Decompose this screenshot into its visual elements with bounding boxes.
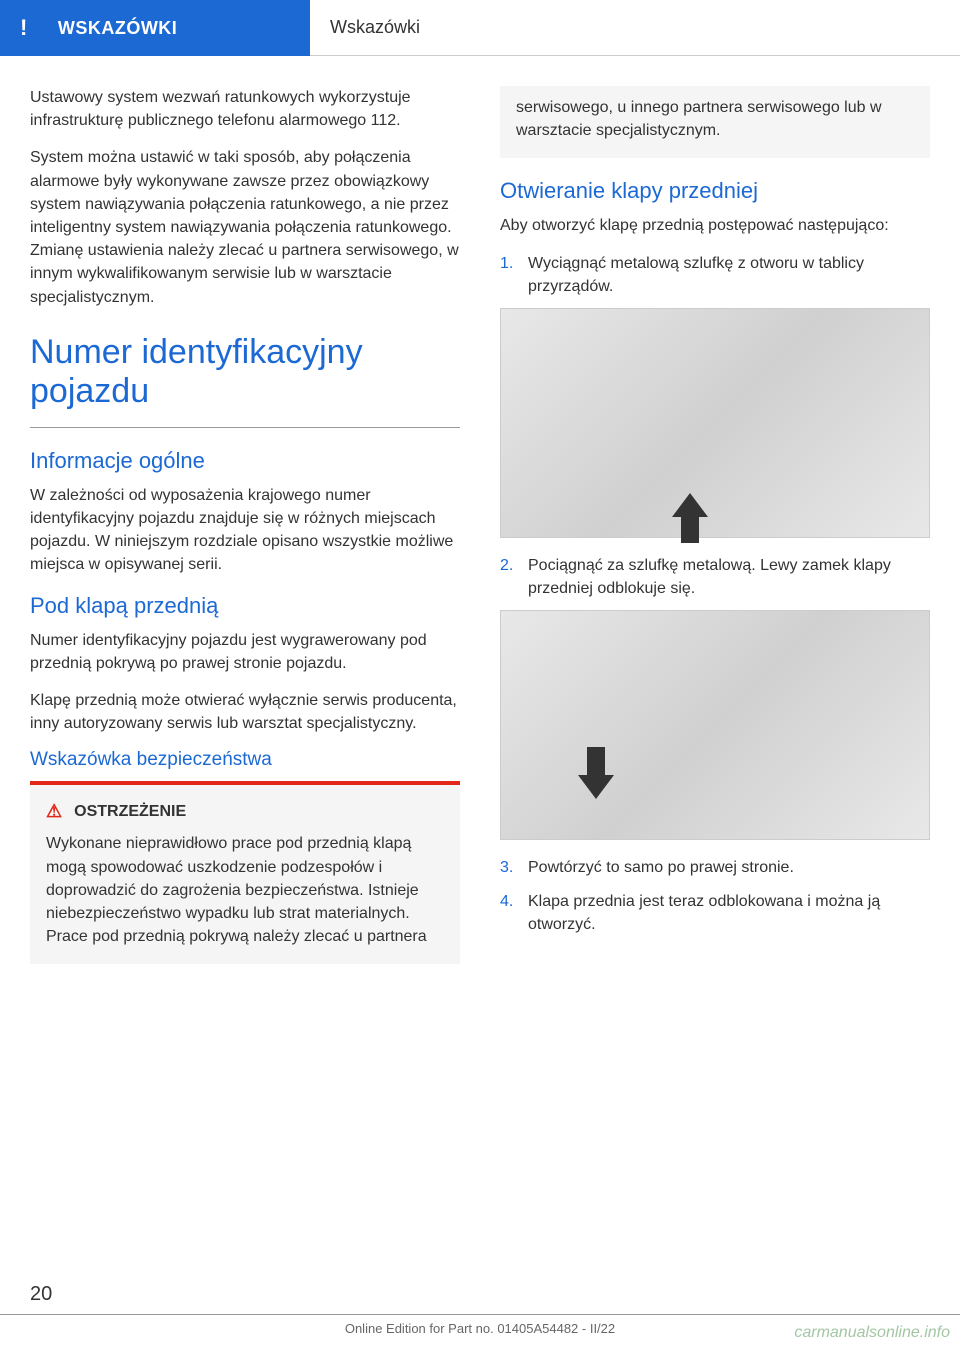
header-title: Wskazówki	[330, 17, 420, 38]
warning-triangle-icon: ⚠	[46, 801, 62, 822]
warning-label: OSTRZEŻENIE	[74, 803, 186, 821]
header-category-bar: ! WSKAZÓWKI	[0, 0, 310, 56]
header-title-bar: Wskazówki	[310, 0, 960, 56]
list-number: 2.	[500, 554, 528, 600]
section-heading-block: Numer identyfikacyjny pojazdu	[30, 333, 460, 428]
paragraph: Aby otworzyć klapę przednią postępować n…	[500, 214, 930, 237]
warning-text: Wykonane nieprawidłowo prace pod przedni…	[46, 832, 444, 948]
list-number: 3.	[500, 856, 528, 879]
subsection-heading: Pod klapą przednią	[30, 593, 460, 619]
list-item: 3. Powtórzyć to samo po prawej stronie.	[500, 856, 930, 879]
warning-box: ⚠ OSTRZEŻENIE Wykonane nieprawidłowo pra…	[30, 781, 460, 964]
list-number: 1.	[500, 252, 528, 298]
paragraph: Klapę przednią może otwierać wyłącznie s…	[30, 689, 460, 735]
instruction-image-1	[500, 308, 930, 538]
paragraph: System można ustawić w taki sposób, aby …	[30, 146, 460, 308]
arrow-down-icon	[578, 775, 614, 799]
list-item: 2. Pociągnąć za szlufkę metalową. Lewy z…	[500, 554, 930, 600]
paragraph: W zależności od wyposażenia krajowego nu…	[30, 484, 460, 577]
page-number: 20	[30, 1283, 52, 1306]
instruction-image-2	[500, 610, 930, 840]
list-item: 4. Klapa przednia jest teraz odblokowana…	[500, 890, 930, 936]
left-column: Ustawowy system wezwań ratunkowych wykor…	[30, 86, 460, 964]
subsection-heading: Informacje ogólne	[30, 448, 460, 474]
warning-box-continued: serwisowego, u innego partnera serwisowe…	[500, 86, 930, 158]
exclaim-icon: !	[20, 15, 28, 41]
list-text: Pociągnąć za szlufkę metalową. Lewy zame…	[528, 554, 930, 600]
list-text: Klapa przednia jest teraz odblokowana i …	[528, 890, 930, 936]
sub-subsection-heading: Wskazówka bezpieczeństwa	[30, 749, 460, 771]
paragraph: Ustawowy system wezwań ratunkowych wykor…	[30, 86, 460, 132]
list-text: Powtórzyć to samo po prawej stronie.	[528, 856, 930, 879]
warning-text: serwisowego, u innego partnera serwisowe…	[516, 96, 914, 142]
list-number: 4.	[500, 890, 528, 936]
subsection-heading: Otwieranie klapy przedniej	[500, 178, 930, 204]
list-text: Wyciągnąć metalową szlufkę z otworu w ta…	[528, 252, 930, 298]
watermark: carmanualsonline.info	[794, 1324, 950, 1342]
right-column: serwisowego, u innego partnera serwisowe…	[500, 86, 930, 964]
paragraph: Numer identyfikacyjny pojazdu jest wygra…	[30, 629, 460, 675]
warning-title: ⚠ OSTRZEŻENIE	[46, 801, 444, 822]
content-area: Ustawowy system wezwań ratunkowych wykor…	[0, 56, 960, 964]
list-item: 1. Wyciągnąć metalową szlufkę z otworu w…	[500, 252, 930, 298]
arrow-up-icon	[672, 493, 708, 517]
header-category: WSKAZÓWKI	[58, 18, 177, 39]
section-heading: Numer identyfikacyjny pojazdu	[30, 333, 460, 411]
page-header: ! WSKAZÓWKI Wskazówki	[0, 0, 960, 56]
